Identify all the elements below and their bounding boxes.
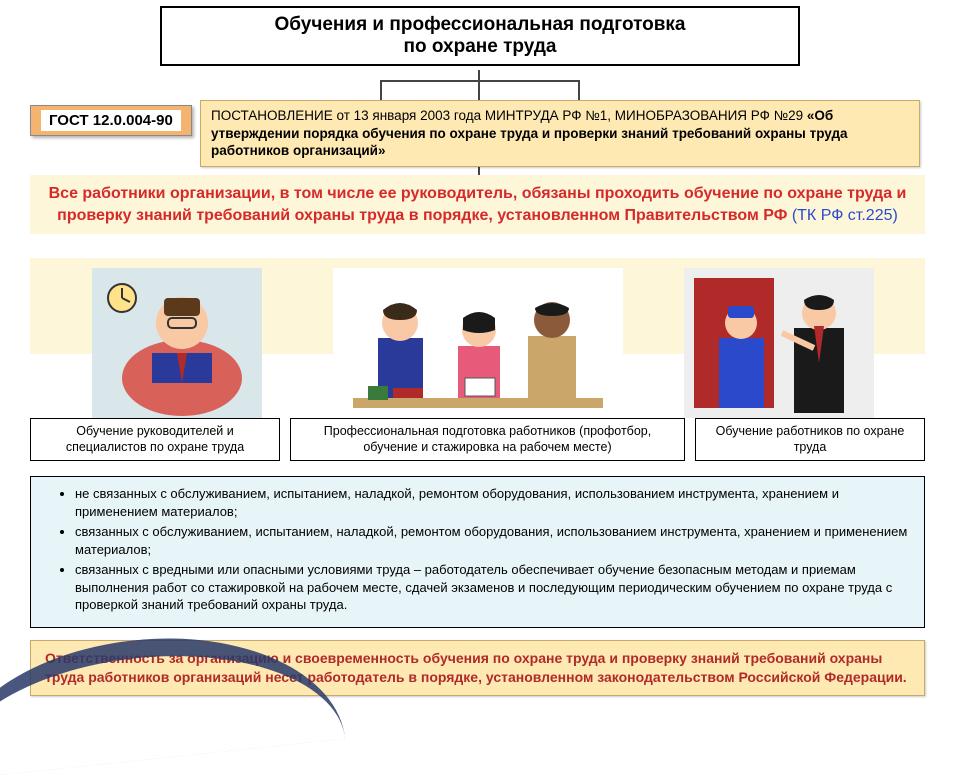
mandate-band: Все работники организации, в том числе е… — [30, 175, 925, 234]
title-line1: Обучения и профессиональная подготовка — [172, 14, 788, 36]
gost-badge: ГОСТ 12.0.004-90 — [30, 105, 192, 136]
category-box-2: Профессиональная подготовка работников (… — [290, 418, 685, 461]
category-row: Обучение руководителей и специалистов по… — [30, 418, 925, 461]
illustration-3 — [632, 258, 925, 418]
illustration-row — [30, 258, 925, 418]
connector-line — [578, 80, 580, 100]
category-box-1: Обучение руководителей и специалистов по… — [30, 418, 280, 461]
bullet-item-3: связанных с вредными или опасными услови… — [75, 561, 908, 614]
mandate-red-text: Все работники организации, в том числе е… — [49, 185, 907, 224]
title-line2: по охране труда — [172, 36, 788, 58]
bullet-item-2: связанных с обслуживанием, испытанием, н… — [75, 523, 908, 558]
bullets-box: не связанных с обслуживанием, испытанием… — [30, 476, 925, 628]
decree-prefix: ПОСТАНОВЛЕНИЕ от 13 января 2003 года МИН… — [211, 108, 807, 123]
connector-line — [380, 80, 580, 82]
bullet-item-1: не связанных с обслуживанием, испытанием… — [75, 485, 908, 520]
mandate-blue-text: (ТК РФ ст.225) — [792, 207, 898, 224]
illustration-2 — [331, 258, 624, 418]
category-box-3: Обучение работников по охране труда — [695, 418, 925, 461]
bullets-list: не связанных с обслуживанием, испытанием… — [59, 485, 908, 614]
title-box: Обучения и профессиональная подготовка п… — [160, 6, 800, 66]
connector-line — [478, 70, 480, 100]
decree-box: ПОСТАНОВЛЕНИЕ от 13 января 2003 года МИН… — [200, 100, 920, 167]
gost-text: ГОСТ 12.0.004-90 — [41, 110, 181, 131]
illustration-1 — [30, 258, 323, 418]
connector-line — [380, 80, 382, 100]
